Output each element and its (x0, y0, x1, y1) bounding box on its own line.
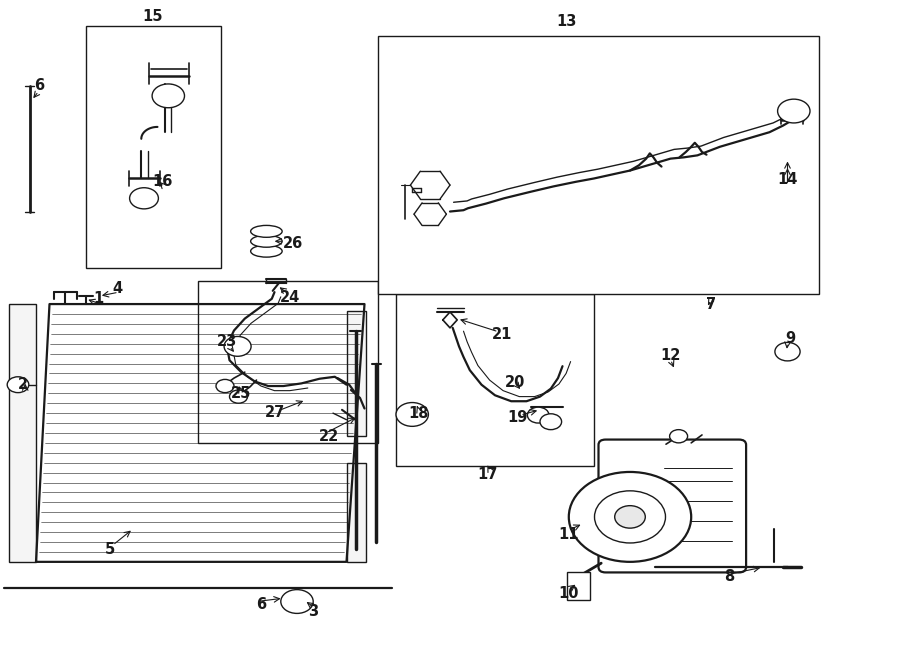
Bar (346, 463, 366, 562)
Circle shape (595, 491, 665, 543)
Bar (346, 311, 366, 436)
Text: 20: 20 (505, 375, 525, 389)
Text: 8: 8 (724, 569, 734, 584)
Bar (567, 572, 590, 600)
Text: 1: 1 (93, 292, 104, 306)
Text: 6: 6 (33, 79, 44, 93)
Text: 16: 16 (152, 175, 172, 189)
Circle shape (569, 472, 691, 562)
Text: 9: 9 (785, 331, 796, 346)
Bar (86, 26, 220, 268)
Circle shape (281, 590, 313, 613)
Circle shape (778, 99, 810, 123)
Text: 14: 14 (778, 173, 797, 187)
Text: 23: 23 (217, 334, 237, 349)
Circle shape (224, 336, 251, 356)
Text: 7: 7 (706, 297, 716, 311)
Text: 4: 4 (112, 281, 122, 295)
Text: 18: 18 (409, 406, 428, 420)
Circle shape (396, 403, 428, 426)
Text: 2: 2 (17, 377, 28, 392)
Circle shape (670, 430, 688, 443)
Circle shape (775, 342, 800, 361)
FancyBboxPatch shape (598, 440, 746, 572)
Text: 19: 19 (508, 410, 527, 425)
Bar (378, 36, 819, 294)
Bar (9, 304, 36, 562)
Text: 24: 24 (280, 290, 300, 305)
Bar (198, 281, 378, 443)
Circle shape (152, 84, 184, 108)
Text: 17: 17 (478, 467, 498, 482)
Text: 12: 12 (661, 348, 680, 363)
Ellipse shape (250, 245, 283, 257)
Ellipse shape (250, 235, 283, 247)
Bar (396, 294, 594, 466)
Text: 6: 6 (256, 598, 266, 612)
Text: 26: 26 (283, 236, 302, 251)
Circle shape (130, 188, 158, 209)
Text: 3: 3 (308, 604, 319, 619)
Text: 11: 11 (559, 527, 579, 541)
Circle shape (527, 407, 549, 423)
Circle shape (615, 506, 645, 528)
Circle shape (230, 390, 248, 403)
Text: 21: 21 (492, 327, 512, 342)
Text: 10: 10 (559, 586, 579, 601)
Circle shape (7, 377, 29, 393)
Text: 13: 13 (557, 14, 577, 28)
Circle shape (540, 414, 562, 430)
Text: 22: 22 (319, 429, 338, 444)
Text: 15: 15 (143, 9, 163, 24)
Circle shape (216, 379, 234, 393)
Text: 25: 25 (231, 386, 251, 401)
Text: 5: 5 (104, 543, 115, 557)
Ellipse shape (250, 225, 283, 237)
Text: 27: 27 (265, 405, 284, 420)
